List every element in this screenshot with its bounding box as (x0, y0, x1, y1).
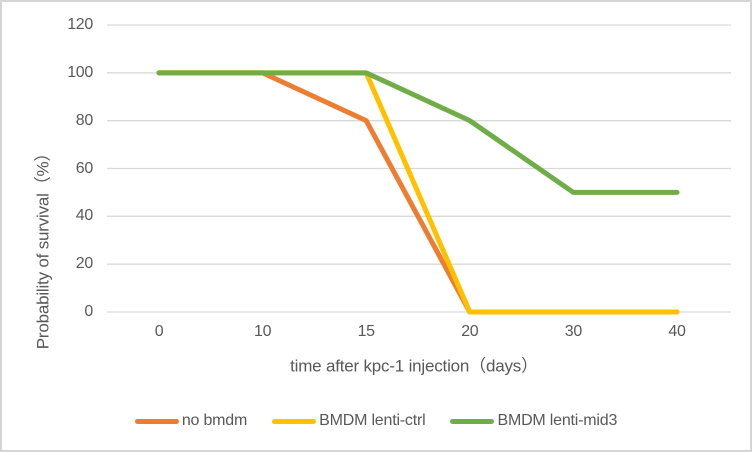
x-tick-label: 20 (461, 323, 479, 340)
x-tick-label: 10 (253, 323, 272, 340)
legend-line-swatch-icon (134, 418, 179, 424)
y-tick-label: 20 (75, 255, 94, 273)
legend-item-bmdm-lenti-mid3: BMDM lenti-mid3 (450, 412, 617, 430)
legend-label: no bmdm (181, 412, 248, 429)
legend-line-swatch-icon (272, 418, 317, 424)
chart-legend: no bmdm BMDM lenti-ctrl BMDM lenti-mid3 (2, 412, 750, 430)
x-tick-label: 15 (357, 323, 376, 340)
x-tick-label: 0 (154, 323, 164, 340)
x-axis-title: time after kpc-1 injection（days） (290, 356, 538, 376)
x-tick-label: 40 (668, 323, 686, 340)
legend-label: BMDM lenti-ctrl (319, 412, 426, 429)
legend-item-bmdm-lenti-ctrl: BMDM lenti-ctrl (272, 412, 426, 430)
series-line-bmdm-lenti-mid3 (156, 70, 680, 195)
y-tick-label: 0 (84, 303, 93, 320)
y-tick-label: 100 (67, 63, 93, 81)
x-tick-label: 30 (564, 323, 583, 340)
legend-label: BMDM lenti-mid3 (497, 412, 618, 429)
y-tick-label: 60 (75, 159, 94, 177)
legend-item-no-bmdm: no bmdm (134, 412, 248, 430)
y-axis-title: Probability of survival（%） (33, 144, 53, 350)
y-tick-label: 80 (75, 111, 94, 129)
y-tick-label: 40 (75, 207, 94, 225)
legend-line-swatch-icon (450, 418, 495, 424)
y-tick-label: 120 (67, 16, 93, 33)
